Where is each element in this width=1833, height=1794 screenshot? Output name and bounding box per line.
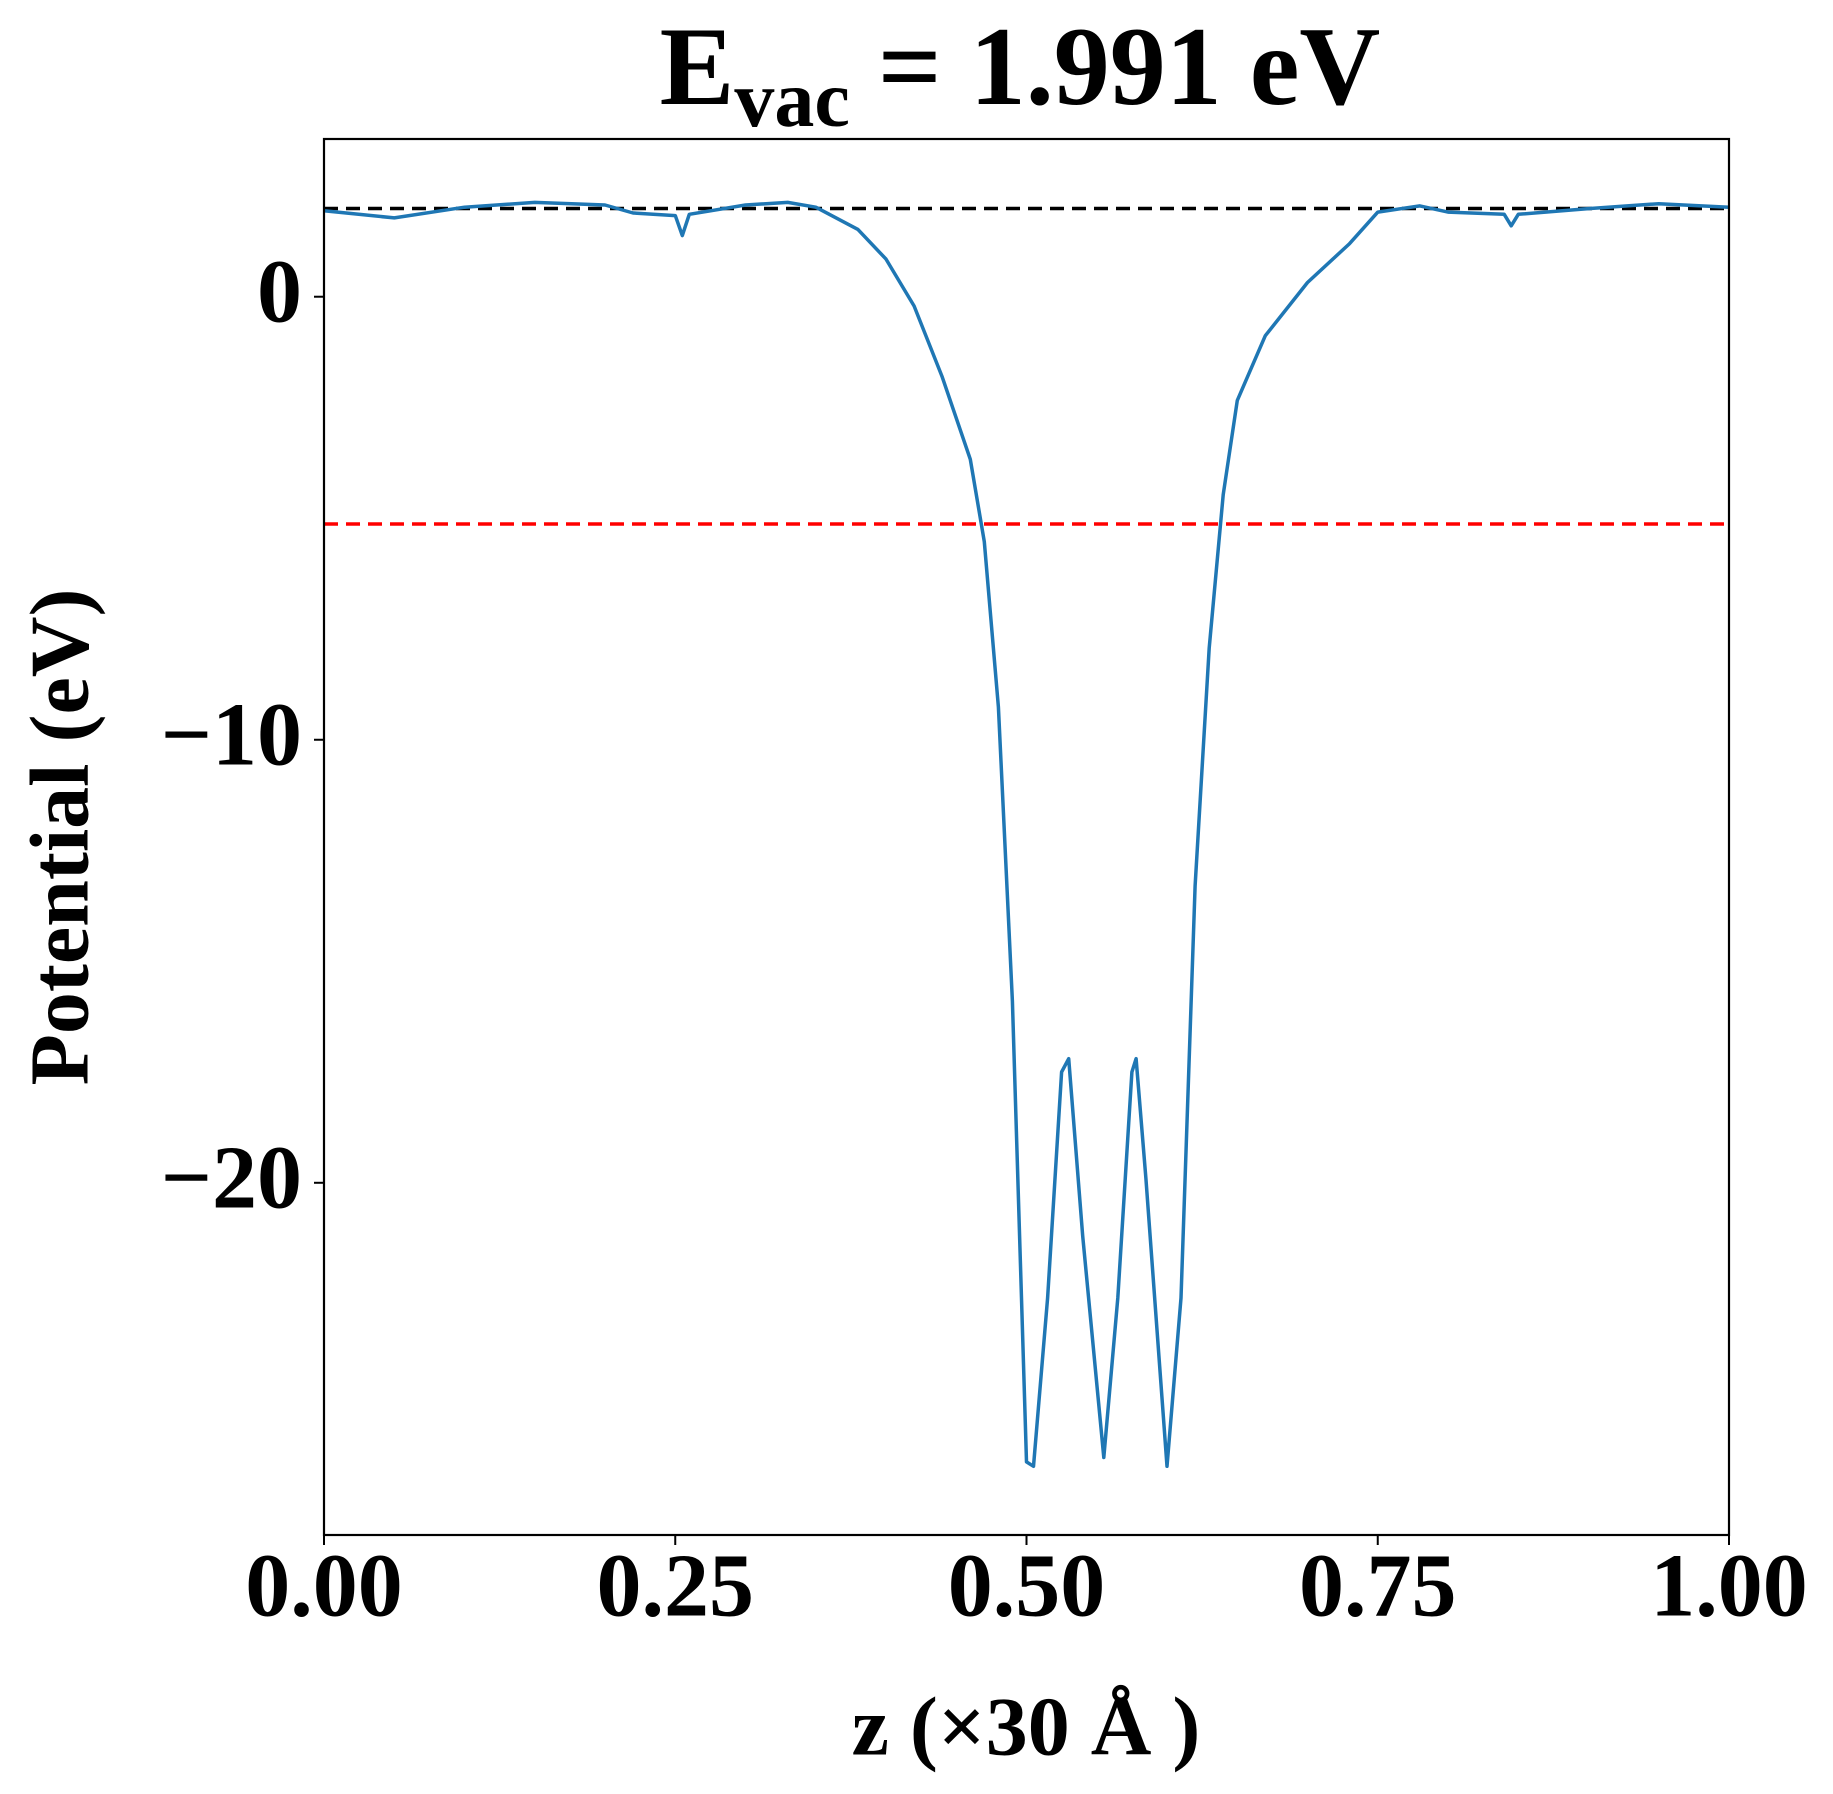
title-sub: vac	[734, 56, 850, 144]
x-axis-label: z (×30 Å )	[852, 1680, 1201, 1773]
data-line	[323, 200, 1730, 1469]
x-tick-label: 1.00	[1650, 1537, 1808, 1636]
plot-frame	[322, 137, 1731, 1537]
title-main: E	[660, 5, 735, 129]
x-tick-label: 0.25	[597, 1537, 755, 1636]
x-tick-label: 0.75	[1299, 1537, 1457, 1636]
x-tick-label: 0.50	[948, 1537, 1106, 1636]
y-tick-label: −10	[161, 685, 302, 784]
y-axis-label: Potential (eV)	[13, 589, 106, 1086]
chart-title: Evac = 1.991 eV	[660, 5, 1381, 145]
title-rest: = 1.991 eV	[850, 5, 1380, 129]
x-tick-label: 0.00	[245, 1537, 403, 1636]
y-tick-label: 0	[257, 242, 302, 341]
y-tick-label: −20	[161, 1128, 302, 1227]
